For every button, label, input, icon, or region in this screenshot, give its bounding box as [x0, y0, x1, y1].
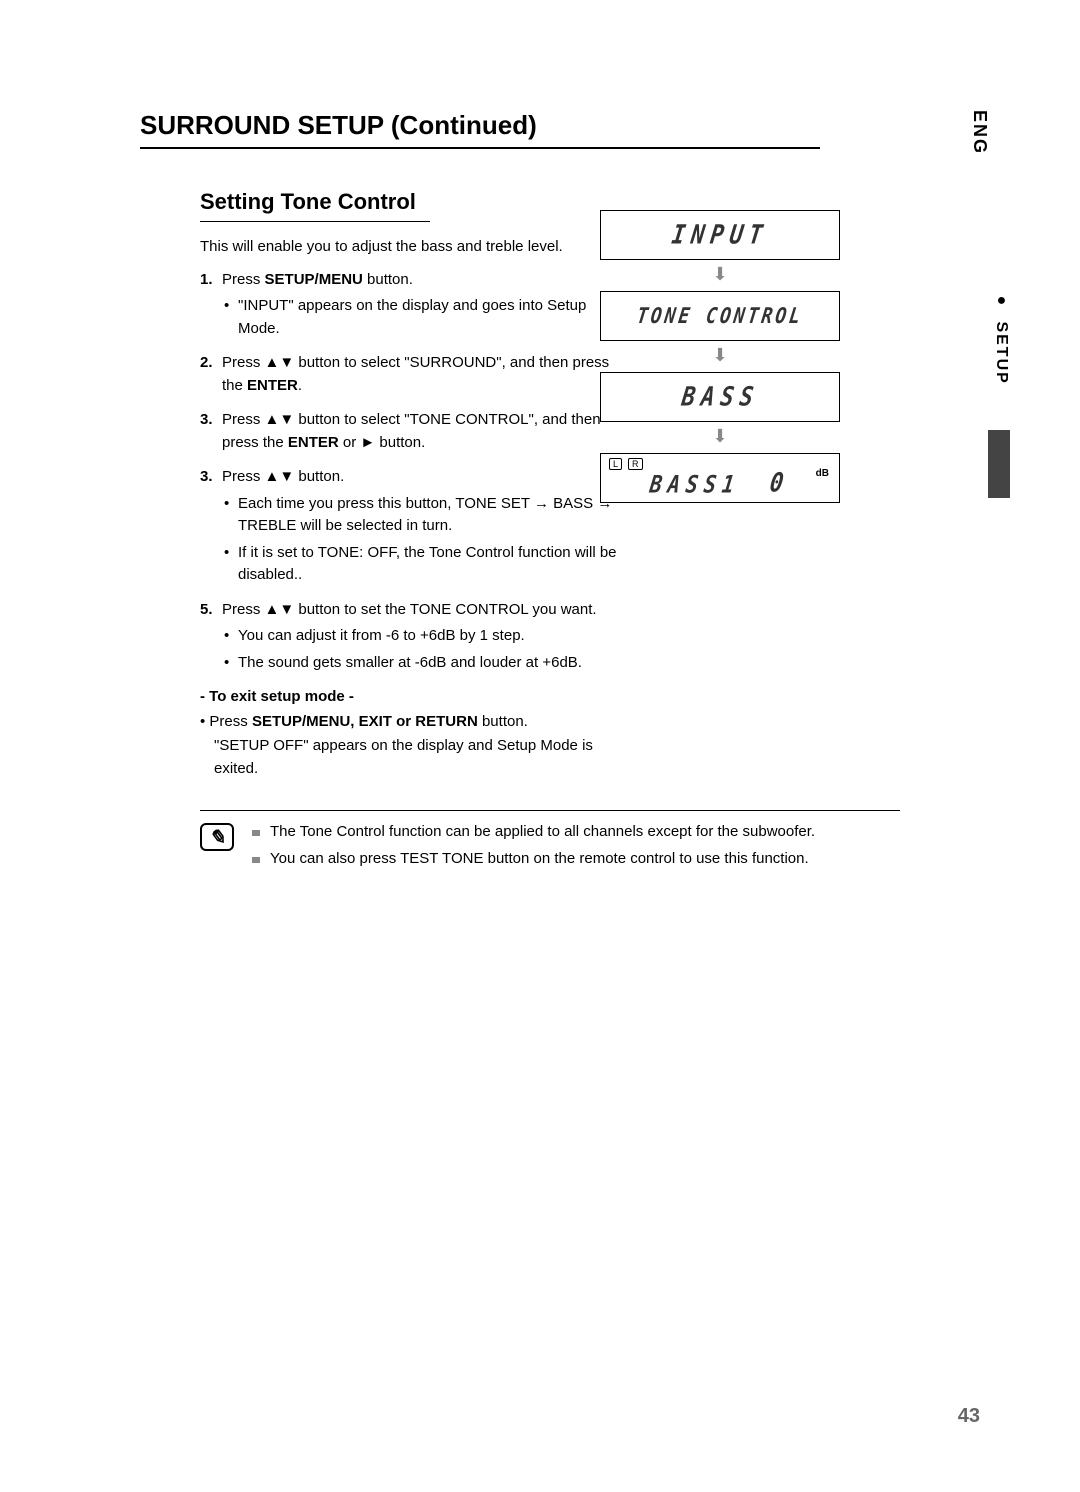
notes-separator: [200, 810, 900, 811]
notes-block: ✎ The Tone Control function can be appli…: [200, 823, 900, 877]
db-label: dB: [816, 468, 829, 479]
lcd-tone-control: TONE CONTROL: [600, 291, 840, 341]
step-item: 3.Press ▲▼ button to select "TONE CONTRO…: [200, 409, 620, 454]
page-header: SURROUND SETUP (Continued): [140, 110, 820, 149]
section-title: Setting Tone Control: [200, 189, 430, 222]
arrow-down-icon: ⬇: [600, 426, 840, 447]
exit-line-1: • Press SETUP/MENU, EXIT or RETURN butto…: [200, 711, 620, 734]
lcd-bass-value: L R BASS1 0 dB: [600, 453, 840, 503]
note-icon: ✎: [200, 823, 234, 851]
sub-item: You can adjust it from -6 to +6dB by 1 s…: [222, 625, 620, 648]
sub-item: If it is set to TONE: OFF, the Tone Cont…: [222, 542, 620, 587]
intro-text: This will enable you to adjust the bass …: [200, 236, 620, 259]
sub-item: Each time you press this button, TONE SE…: [222, 493, 620, 538]
step-item: 2.Press ▲▼ button to select "SURROUND", …: [200, 352, 620, 397]
step-item: 3.Press ▲▼ button.Each time you press th…: [200, 466, 620, 587]
language-tab: ENG: [969, 110, 990, 155]
exit-title: - To exit setup mode -: [200, 686, 620, 709]
page-number: 43: [958, 1405, 980, 1428]
arrow-down-icon: ⬇: [600, 264, 840, 285]
arrow-down-icon: ⬇: [600, 345, 840, 366]
sub-item: The sound gets smaller at -6dB and loude…: [222, 652, 620, 675]
body-content: This will enable you to adjust the bass …: [200, 236, 620, 780]
side-marker: [988, 430, 1010, 498]
lcd-input: INPUT: [600, 210, 840, 260]
exit-line-2: "SETUP OFF" appears on the display and S…: [200, 735, 620, 780]
lcd-indicators: L R: [609, 458, 643, 470]
note-item: You can also press TEST TONE button on t…: [252, 850, 815, 867]
step-item: 1.Press SETUP/MENU button."INPUT" appear…: [200, 269, 620, 341]
sub-item: "INPUT" appears on the display and goes …: [222, 295, 620, 340]
note-item: The Tone Control function can be applied…: [252, 823, 815, 840]
section-tab-setup: SETUP: [992, 290, 1010, 387]
lcd-panels: INPUT ⬇ TONE CONTROL ⬇ BASS ⬇ L R BASS1 …: [600, 210, 840, 509]
lcd-bass: BASS: [600, 372, 840, 422]
step-item: 5.Press ▲▼ button to set the TONE CONTRO…: [200, 599, 620, 675]
